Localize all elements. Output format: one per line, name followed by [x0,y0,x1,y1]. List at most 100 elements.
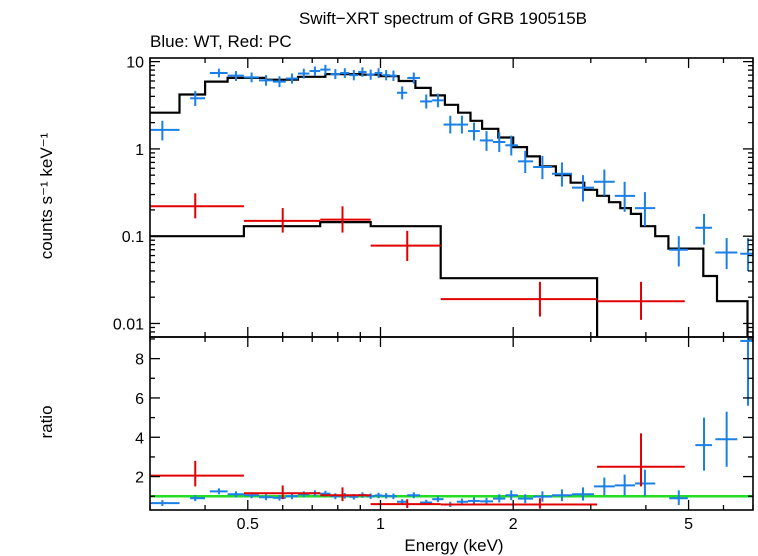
wt-data-point [715,411,738,467]
chart-subtitle: Blue: WT, Red: PC [150,32,292,51]
wt-data-point [715,238,738,270]
wt-data-point [382,70,390,81]
wt-data-point [190,495,206,502]
wt-data-point [243,72,259,83]
wt-data-point [298,68,310,79]
wt-data-point [432,496,444,503]
pc-data-point [320,487,371,502]
x-axis-label: Energy (keV) [404,536,503,555]
spectrum-y-axis-label: counts s⁻¹ keV⁻¹ [37,132,56,259]
wt-data-point [209,68,228,78]
wt-data-point [389,493,397,499]
y-tick-label: 8 [135,352,144,369]
ratio-panel: 2 4 6 8 0.5 1 2 5 [135,336,754,533]
wt-data-point [505,490,518,501]
wt-data-point [552,162,573,187]
y-tick-label: 0.1 [122,229,144,246]
wt-data-point [349,70,359,81]
wt-data-point [432,93,444,108]
wt-data-point [505,135,518,156]
x-tick-label: 5 [684,516,693,533]
wt-data-point [150,120,180,141]
model-curve-2 [150,221,599,337]
wt-data-point [374,68,383,78]
wt-data-point [635,469,656,497]
wt-data-point [533,155,553,180]
wt-data-point [258,494,273,501]
chart-title: Swift−XRT spectrum of GRB 190515B [299,9,587,28]
x-tick-label: 1 [376,516,385,533]
pc-data-point [150,193,244,219]
wt-data-point [517,494,534,504]
wt-data-point [468,122,480,141]
wt-data-point [572,487,594,501]
wt-data-point [533,491,553,502]
wt-data-point [382,493,390,499]
wt-data-point [190,91,206,107]
wt-data-point [493,494,506,503]
pc-data-point [370,230,441,261]
wt-data-point [740,238,753,271]
wt-data-point [320,64,331,75]
wt-data-point [330,69,341,80]
ratio-frame [149,336,754,511]
y-tick-label: 2 [135,470,144,487]
wt-data-point [517,150,534,173]
wt-data-point [695,213,712,245]
wt-data-point [443,115,457,134]
wt-data-point [285,73,299,84]
wt-data-point [669,236,688,267]
y-tick-label: 0.01 [113,316,144,333]
wt-data-point [479,131,494,151]
wt-data-point [669,490,688,506]
ratio-y-axis-label: ratio [37,405,56,438]
y-tick-label: 6 [135,391,144,408]
x-tick-label: 0.5 [237,516,259,533]
wt-data-point [407,492,421,499]
wt-data-point [614,181,636,212]
wt-data-point [272,495,286,501]
wt-data-point [468,497,480,505]
pc-data-point [440,281,598,317]
wt-data-point [340,68,350,78]
pc-data-point [370,499,441,509]
wt-data-point [309,66,321,76]
pc-data-point [597,281,685,320]
ratio-plot-area [150,337,753,509]
wt-data-point [740,337,753,406]
wt-data-point [389,70,397,81]
wt-data-point [209,488,228,495]
wt-data-point [227,71,244,81]
pc-data-point [440,498,598,509]
wt-data-point [593,477,615,496]
model-curve-1 [150,73,749,337]
y-tick-label: 4 [135,430,144,447]
wt-data-point [614,474,636,496]
wt-data-point [456,115,469,134]
wt-data-point [358,67,367,77]
pc-data-point [243,208,321,233]
pc-data-point [597,433,685,487]
wt-data-point [396,86,408,100]
wt-data-point [420,94,433,109]
wt-data-point [695,417,712,471]
x-tick-label: 2 [509,516,518,533]
wt-data-point [493,132,506,153]
spectrum-panel: 0.01 0.1 1 10 [113,55,754,338]
wt-data-point [552,489,573,502]
wt-data-point [572,175,594,202]
wt-data-point [366,69,375,80]
wt-data-point [635,192,656,227]
wt-data-point [258,75,273,86]
wt-data-point [272,76,286,88]
y-tick-label: 10 [126,55,144,72]
wt-data-point [150,500,180,507]
pc-data-point [150,460,244,487]
wt-data-point [227,491,244,498]
wt-data-point [593,169,615,196]
spectrum-plot-area [150,64,753,337]
pc-data-point [320,206,371,233]
spectrum-frame [149,57,754,338]
wt-data-point [407,72,421,84]
